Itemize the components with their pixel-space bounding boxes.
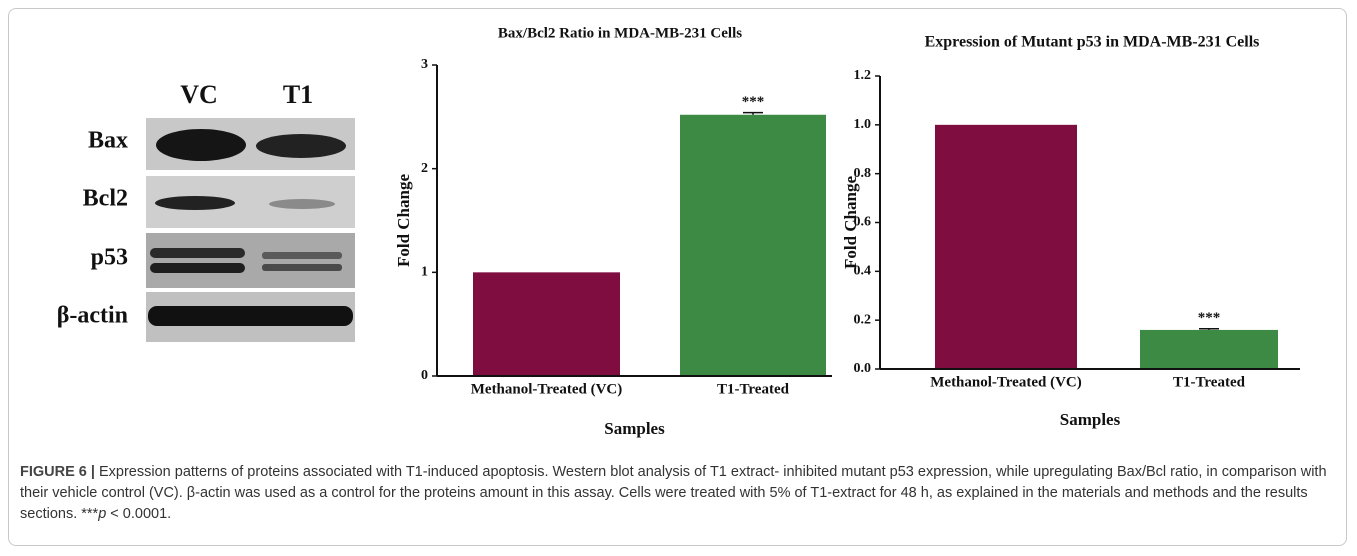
y-tick-label: 1.0 (854, 117, 872, 132)
y-axis-label: Fold Change (394, 174, 413, 267)
significance-label: *** (1198, 310, 1221, 326)
blot-row-label: Bax (88, 128, 128, 154)
western-blot: VC T1 Bax Bcl2 p53 β-actin (57, 80, 355, 342)
x-tick-label: Methanol-Treated (VC) (471, 381, 623, 397)
x-axis-label: Samples (1060, 410, 1121, 429)
band (148, 306, 353, 326)
y-tick-label: 0.0 (854, 361, 872, 376)
y-tick-label: 3 (421, 57, 428, 72)
caption: FIGURE 6 | Expression patterns of protei… (20, 462, 1340, 525)
x-tick-label: T1-Treated (1173, 374, 1246, 390)
y-tick-label: 0.6 (854, 215, 872, 230)
blot-row-label: p53 (91, 245, 128, 271)
figure: VC T1 Bax Bcl2 p53 β-actin Bax/Bcl2 Rati… (0, 0, 1357, 460)
blot-column-label: T1 (283, 80, 313, 109)
y-tick-label: 0.8 (854, 166, 872, 181)
caption-text: Expression patterns of proteins associat… (20, 464, 1327, 522)
blot-panel (146, 233, 355, 288)
bar (935, 125, 1077, 369)
caption-tail: < 0.0001. (106, 506, 171, 522)
y-tick-label: 1.2 (854, 68, 872, 83)
band (262, 252, 342, 259)
band (150, 248, 245, 258)
y-tick-label: 0 (421, 368, 428, 383)
bar (1140, 330, 1278, 369)
bar (473, 272, 620, 376)
significance-label: *** (742, 94, 765, 110)
x-tick-label: Methanol-Treated (VC) (930, 374, 1082, 390)
x-tick-label: T1-Treated (717, 381, 790, 397)
chart-title: Expression of Mutant p53 in MDA-MB-231 C… (925, 34, 1260, 51)
band (262, 264, 342, 271)
blot-column-label: VC (180, 80, 218, 109)
y-tick-label: 2 (421, 161, 428, 176)
band (256, 134, 346, 158)
caption-stars: *** (81, 506, 98, 522)
y-tick-label: 1 (421, 265, 428, 280)
blot-row-label: Bcl2 (83, 186, 128, 212)
band (155, 196, 235, 210)
band (156, 129, 246, 161)
blot-row-label: β-actin (57, 303, 128, 329)
caption-label: FIGURE 6 | (20, 464, 95, 480)
page: VC T1 Bax Bcl2 p53 β-actin Bax/Bcl2 Rati… (0, 0, 1357, 556)
chart-title: Bax/Bcl2 Ratio in MDA-MB-231 Cells (498, 25, 742, 41)
bar (680, 115, 826, 376)
x-axis-label: Samples (604, 419, 665, 438)
band (269, 199, 335, 209)
y-tick-label: 0.2 (854, 312, 872, 327)
band (150, 263, 245, 273)
y-tick-label: 0.4 (854, 264, 872, 279)
